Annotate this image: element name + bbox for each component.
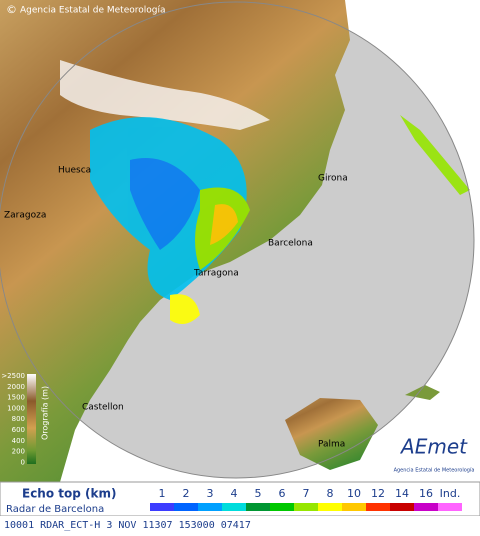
city: Palma: [318, 440, 345, 450]
legend-label: 2: [183, 487, 190, 500]
city: Castellon: [82, 403, 124, 413]
orography-label: 200: [12, 448, 25, 456]
legend-label: 10: [347, 487, 361, 500]
legend-items: 1 2 3 4 5 6 7 8 10 12 14 16 Ind.: [150, 487, 462, 511]
legend-label: 12: [371, 487, 385, 500]
legend-swatch: [246, 503, 270, 511]
city: Tarragona: [193, 269, 239, 279]
logo: AEmet: [399, 435, 468, 459]
legend-label: 4: [231, 487, 238, 500]
legend-swatch: [174, 503, 198, 511]
city: Huesca: [58, 166, 91, 176]
orography-label: 600: [12, 426, 25, 434]
orography-label: 2000: [7, 383, 25, 391]
orography-label: 800: [12, 415, 25, 423]
orography-label: >2500: [1, 372, 25, 380]
legend-swatch: [390, 503, 414, 511]
orography-label: 1000: [7, 404, 25, 412]
orography-label: 0: [21, 458, 25, 466]
legend-label: 1: [159, 487, 166, 500]
legend-swatch: [222, 503, 246, 511]
legend-label: 3: [207, 487, 214, 500]
legend-label: 5: [255, 487, 262, 500]
agency: Agencia Estatal de Meteorología: [20, 6, 166, 16]
legend-swatch: [270, 503, 294, 511]
legend-label: 14: [395, 487, 409, 500]
legend-label: 6: [279, 487, 286, 500]
copyright: ©: [6, 3, 17, 16]
logo-box: [392, 428, 476, 478]
orography-label: 1500: [7, 394, 25, 402]
legend-swatch: [438, 503, 462, 511]
legend-subtitle: Radar de Barcelona: [6, 504, 104, 515]
orography-label: 400: [12, 437, 25, 445]
legend-label: 16: [419, 487, 433, 500]
map: © Agencia Estatal de Meteorología Huesca…: [0, 0, 476, 482]
legend-swatch: [198, 503, 222, 511]
logo-subtitle: Agencia Estatal de Meteorología: [394, 467, 475, 474]
legend-swatch: [342, 503, 366, 511]
legend-swatch: [294, 503, 318, 511]
status: 10001 RDAR_ECT-H 3 NOV 11307 153000 0741…: [4, 520, 251, 531]
city: Girona: [318, 174, 348, 184]
orography-title: Orografía (m): [41, 386, 50, 440]
city: Zaragoza: [4, 211, 46, 221]
legend-swatch: [414, 503, 438, 511]
legend-label: 7: [303, 487, 310, 500]
orography-scale: [27, 374, 36, 464]
legend-title: Echo top (km): [22, 487, 116, 501]
legend-label: Ind.: [440, 487, 461, 500]
city: Barcelona: [268, 239, 313, 249]
legend-swatch: [318, 503, 342, 511]
status-bar: [0, 516, 480, 532]
legend-swatch: [366, 503, 390, 511]
legend-label: 8: [327, 487, 334, 500]
legend-swatch: [150, 503, 174, 511]
